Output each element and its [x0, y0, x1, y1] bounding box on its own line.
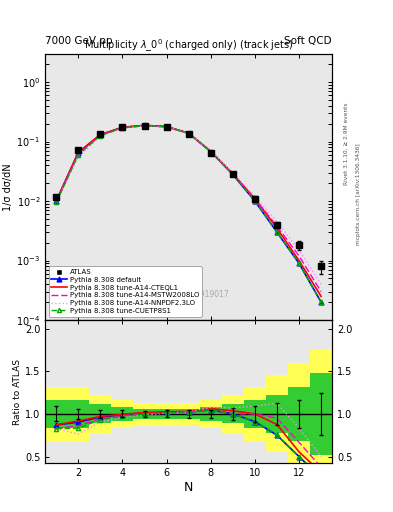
Y-axis label: 1/σ dσ/dN: 1/σ dσ/dN — [4, 163, 13, 211]
Bar — [156, 409, 178, 419]
Legend: ATLAS, Pythia 8.308 default, Pythia 8.308 tune-A14-CTEQL1, Pythia 8.308 tune-A14: ATLAS, Pythia 8.308 default, Pythia 8.30… — [49, 266, 202, 316]
Title: Multiplicity $\lambda\_0^0$ (charged only) (track jets): Multiplicity $\lambda\_0^0$ (charged onl… — [84, 37, 294, 54]
Text: ATLAS_2011_I919017: ATLAS_2011_I919017 — [148, 289, 230, 298]
Bar — [200, 400, 222, 428]
Bar — [111, 400, 134, 428]
Bar — [45, 400, 67, 428]
Bar — [111, 407, 134, 421]
Bar — [266, 395, 288, 433]
Bar — [288, 387, 310, 441]
Bar — [89, 404, 111, 423]
Text: mcplots.cern.ch [arXiv:1306.3436]: mcplots.cern.ch [arXiv:1306.3436] — [356, 144, 361, 245]
Bar — [67, 387, 89, 441]
Bar — [222, 395, 244, 433]
Bar — [310, 350, 332, 478]
Text: Rivet 3.1.10, ≥ 2.9M events: Rivet 3.1.10, ≥ 2.9M events — [344, 102, 349, 185]
X-axis label: N: N — [184, 481, 193, 494]
Bar — [310, 373, 332, 455]
Bar — [178, 409, 200, 419]
Bar — [288, 362, 310, 465]
Bar — [244, 387, 266, 441]
Bar — [222, 404, 244, 423]
Bar — [178, 403, 200, 425]
Bar — [244, 400, 266, 428]
Bar — [200, 407, 222, 421]
Bar — [67, 400, 89, 428]
Y-axis label: Ratio to ATLAS: Ratio to ATLAS — [13, 359, 22, 424]
Bar — [266, 375, 288, 452]
Bar — [45, 387, 67, 441]
Bar — [134, 403, 156, 425]
Bar — [134, 409, 156, 419]
Bar — [89, 395, 111, 433]
Text: Soft QCD: Soft QCD — [285, 36, 332, 46]
Bar — [156, 403, 178, 425]
Text: 7000 GeV pp: 7000 GeV pp — [45, 36, 113, 46]
